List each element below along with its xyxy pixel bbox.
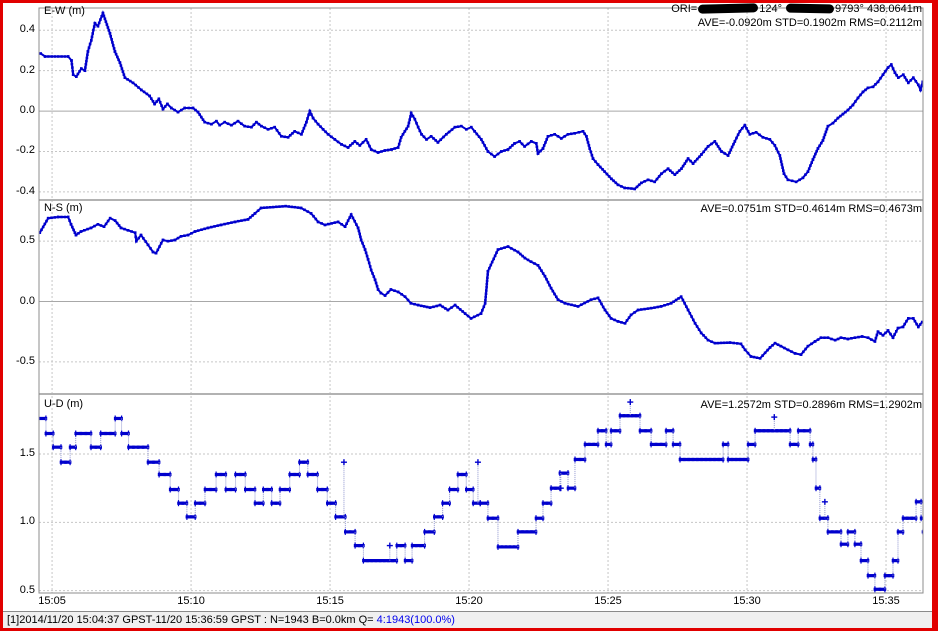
- y-tick-label: 1.0: [19, 515, 35, 528]
- x-tick-label: 15:30: [733, 595, 761, 607]
- y-tick-label: 1.5: [19, 447, 35, 459]
- status-text: [1]2014/11/20 15:04:37 GPST-11/20 15:36:…: [7, 614, 374, 626]
- y-tick-label: 0.4: [19, 23, 35, 36]
- plot-canvas[interactable]: [0, 0, 938, 612]
- x-tick-label: 15:20: [455, 595, 483, 607]
- ori-label: ORI=: [671, 3, 698, 15]
- stats-ew: AVE=-0.0920m STD=0.1902m RMS=0.2112m: [697, 17, 922, 29]
- series-u-d: [39, 399, 923, 593]
- status-bar: [1]2014/11/20 15:04:37 GPST-11/20 15:36:…: [3, 611, 935, 628]
- redaction-mark: [785, 3, 835, 14]
- stats-ud: AVE=1.2572m STD=0.2896m RMS=1.2902m: [700, 399, 922, 411]
- ori-lat-suffix: 124°: [759, 3, 786, 15]
- y-tick-label: -0.5: [16, 354, 35, 367]
- y-tick-label: 0.5: [19, 583, 35, 596]
- origin-info: ORI= 124° 9793° 438.0641m: [671, 3, 922, 15]
- y-tick-label: 0.5: [19, 234, 35, 247]
- x-tick-label: 15:05: [38, 595, 66, 607]
- x-tick-label: 15:15: [316, 595, 344, 607]
- ori-lon-height: 9793° 438.0641m: [835, 3, 922, 15]
- panel-title-ud: U-D (m): [44, 398, 84, 410]
- y-tick-label: 0.0: [19, 104, 35, 117]
- x-tick-label: 15:25: [594, 595, 622, 607]
- stats-ns: AVE=0.0751m STD=0.4614m RMS=0.4673m: [700, 203, 922, 215]
- y-tick-label: -0.2: [16, 144, 35, 157]
- x-tick-label: 15:35: [872, 595, 900, 607]
- series-n-s: [39, 204, 923, 360]
- y-tick-label: -0.4: [16, 184, 35, 197]
- panel-title-ns: N-S (m): [44, 202, 83, 214]
- status-quality-text: 4:1943(100.0%): [373, 614, 455, 626]
- redaction-mark: [698, 3, 759, 14]
- panel-title-ew: E-W (m): [44, 5, 85, 17]
- y-tick-label: 0.2: [19, 63, 35, 76]
- y-tick-label: 0.0: [19, 294, 35, 307]
- series-e-w: [39, 10, 923, 191]
- x-tick-label: 15:10: [177, 595, 205, 607]
